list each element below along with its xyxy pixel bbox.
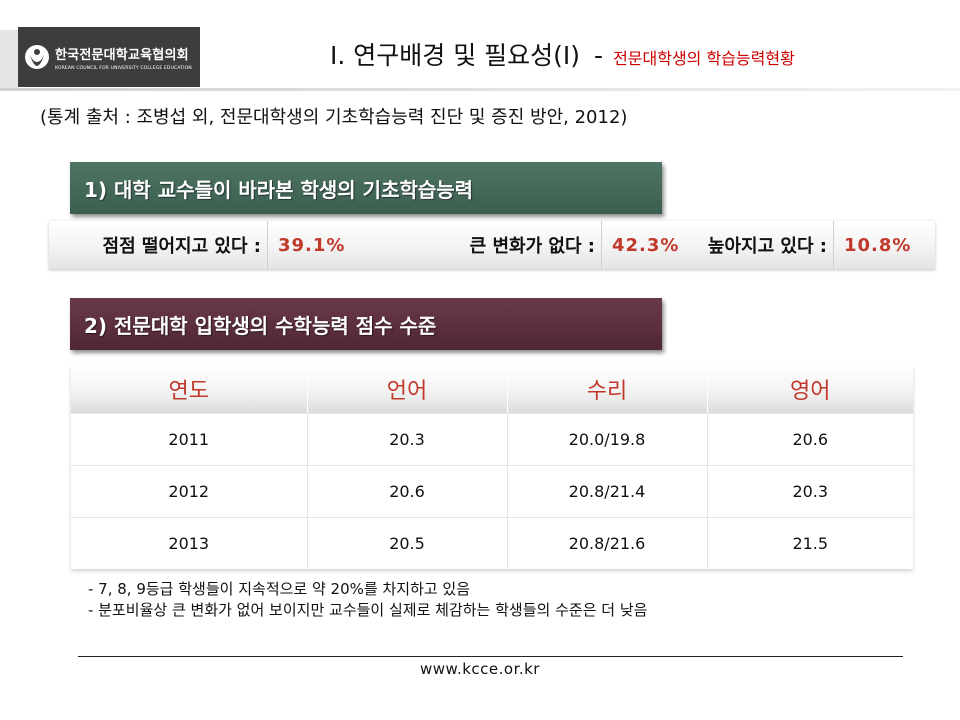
table-cell-english: 20.6 (707, 412, 913, 465)
footer-divider (78, 656, 903, 657)
page-title-dash: - (594, 41, 604, 70)
page-title: Ⅰ. 연구배경 및 필요성(Ⅰ) - 전문대학생의 학습능력현황 (330, 36, 795, 76)
section2-title: 2) 전문대학 입학생의 수학능력 점수 수준 (84, 313, 437, 338)
header-divider (0, 88, 960, 91)
table-cell-language: 20.6 (307, 464, 508, 517)
stat-value-declining: 39.1% (267, 221, 369, 269)
page-title-sub: 전문대학생의 학습능력현황 (613, 49, 795, 68)
column-header-math: 수리 (507, 366, 708, 413)
table-cell-english: 20.3 (707, 464, 913, 517)
section2-banner: 2) 전문대학 입학생의 수학능력 점수 수준 (70, 298, 662, 350)
source-citation: (통계 출처 : 조병섭 외, 전문대학생의 기초학습능력 진단 및 증진 방안… (40, 107, 628, 128)
stat-label-declining: 점점 떨어지고 있다 : (49, 221, 267, 269)
section1-banner: 1) 대학 교수들이 바라본 학생의 기초학습능력 (70, 162, 662, 214)
professor-assessment-stats: 점점 떨어지고 있다 : 39.1% 큰 변화가 없다 : 42.3% 높아지고… (49, 221, 935, 269)
table-cell-math: 20.0/19.8 (507, 412, 708, 465)
table-row: 2013 20.5 20.8/21.6 21.5 (71, 516, 913, 569)
footer-url: www.kcce.or.kr (420, 660, 540, 678)
kcce-logo-icon (25, 45, 49, 69)
page-title-main: Ⅰ. 연구배경 및 필요성(Ⅰ) (330, 41, 581, 70)
stat-label-rising: 높아지고 있다 : (703, 221, 833, 269)
column-header-year: 연도 (71, 366, 308, 413)
note-item: - 분포비율상 큰 변화가 없어 보이지만 교수들이 실제로 체감하는 학생들의… (88, 601, 648, 619)
table-header-row: 연도 언어 수리 영어 (71, 366, 913, 413)
logo-subtitle: KOREAN COUNCIL FOR UNIVERSITY COLLEGE ED… (55, 65, 192, 71)
section1-title: 1) 대학 교수들이 바라본 학생의 기초학습능력 (84, 177, 474, 202)
table-row: 2012 20.6 20.8/21.4 20.3 (71, 464, 913, 517)
table-cell-year: 2013 (71, 516, 308, 569)
table-cell-year: 2011 (71, 412, 308, 465)
kcce-logo: 한국전문대학교육협의회 KOREAN COUNCIL FOR UNIVERSIT… (18, 27, 200, 87)
table-cell-year: 2012 (71, 464, 308, 517)
note-item: - 7, 8, 9등급 학생들이 지속적으로 약 20%를 차지하고 있음 (88, 580, 471, 598)
stat-value-rising: 10.8% (833, 221, 935, 269)
column-header-english: 영어 (707, 366, 913, 413)
entrance-score-table: 연도 언어 수리 영어 2011 20.3 20.0/19.8 20.6 201… (71, 366, 913, 569)
header-accent-strip (0, 30, 18, 88)
stat-label-no-change: 큰 변화가 없다 : (369, 221, 601, 269)
table-cell-english: 21.5 (707, 516, 913, 569)
column-header-language: 언어 (307, 366, 508, 413)
table-cell-math: 20.8/21.4 (507, 464, 708, 517)
table-cell-language: 20.3 (307, 412, 508, 465)
table-row: 2011 20.3 20.0/19.8 20.6 (71, 412, 913, 465)
notes-list: - 7, 8, 9등급 학생들이 지속적으로 약 20%를 차지하고 있음 - … (88, 579, 647, 621)
logo-name: 한국전문대학교육협의회 (55, 47, 189, 63)
table-cell-math: 20.8/21.6 (507, 516, 708, 569)
table-cell-language: 20.5 (307, 516, 508, 569)
stat-value-no-change: 42.3% (601, 221, 703, 269)
